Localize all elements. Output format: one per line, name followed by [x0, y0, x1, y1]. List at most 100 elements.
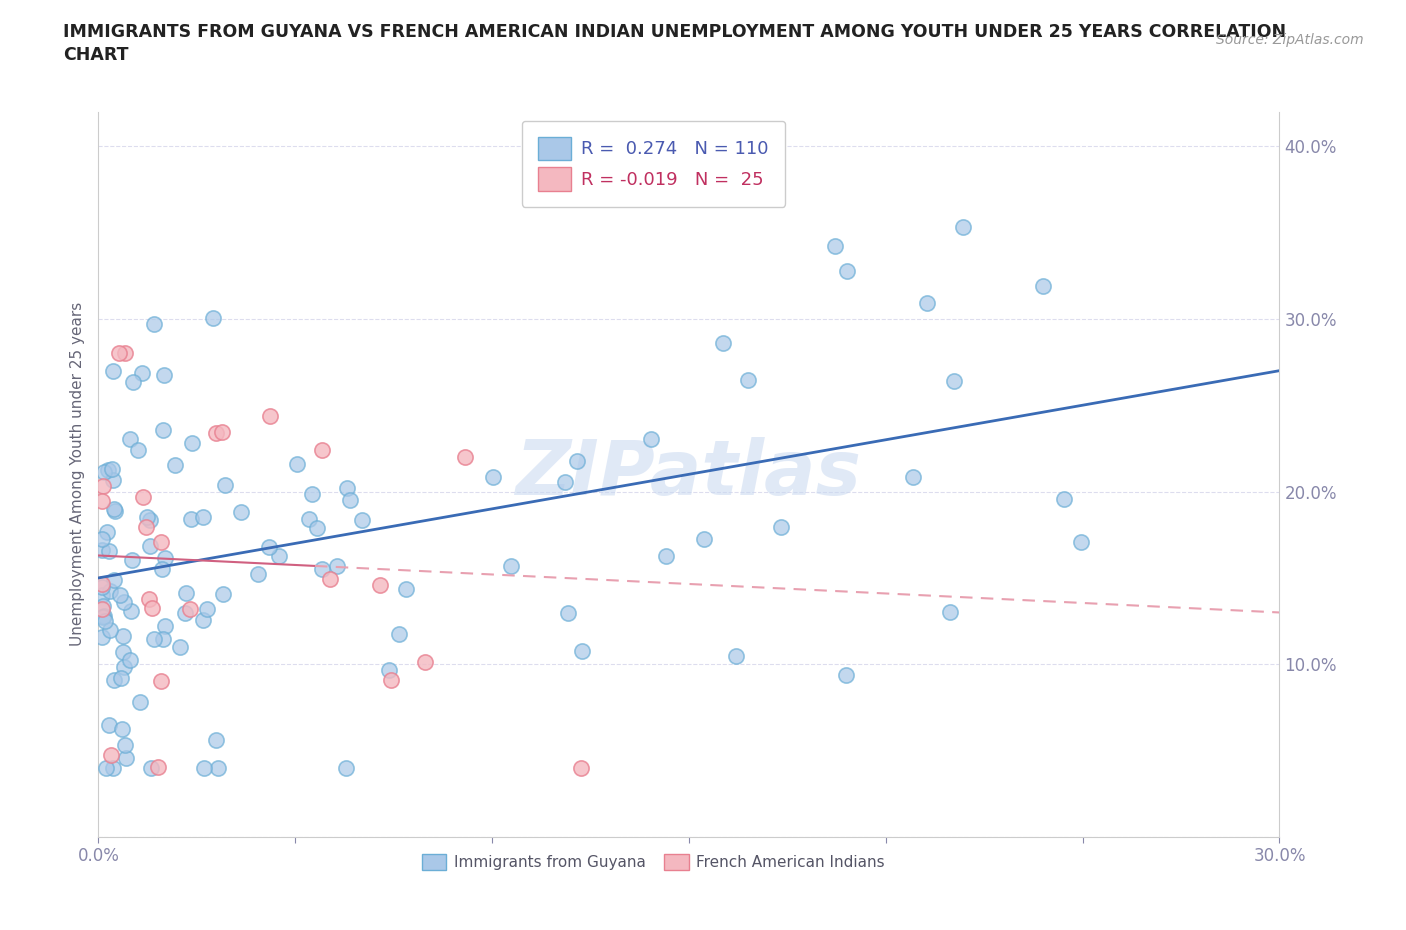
Point: [453, 449, 475, 464]
Point: [350, 513, 373, 528]
Point: [824, 238, 846, 253]
Point: [1032, 278, 1054, 293]
Point: [118, 432, 141, 446]
Point: [301, 486, 323, 501]
Point: [138, 538, 160, 553]
Point: [103, 573, 125, 588]
Point: [557, 605, 579, 620]
Point: [121, 552, 143, 567]
Point: [131, 365, 153, 380]
Point: [150, 561, 173, 576]
Point: [724, 648, 747, 663]
Point: [207, 761, 229, 776]
Point: [149, 673, 172, 688]
Point: [118, 653, 141, 668]
Text: IMMIGRANTS FROM GUYANA VS FRENCH AMERICAN INDIAN UNEMPLOYMENT AMONG YOUTH UNDER : IMMIGRANTS FROM GUYANA VS FRENCH AMERICA…: [63, 23, 1286, 41]
Point: [132, 489, 155, 504]
Point: [693, 531, 716, 546]
Point: [202, 311, 225, 325]
Point: [103, 672, 125, 687]
Point: [104, 503, 127, 518]
Point: [94, 614, 117, 629]
Point: [138, 591, 160, 606]
Point: [174, 586, 197, 601]
Point: [114, 346, 136, 361]
Point: [100, 748, 122, 763]
Point: [711, 336, 734, 351]
Point: [98, 718, 121, 733]
Point: [654, 549, 676, 564]
Point: [141, 601, 163, 616]
Point: [952, 219, 974, 234]
Point: [165, 458, 187, 472]
Point: [128, 695, 150, 710]
Text: ZIPatlas: ZIPatlas: [516, 437, 862, 512]
Point: [135, 510, 157, 525]
Point: [193, 613, 215, 628]
Point: [179, 602, 201, 617]
Point: [93, 464, 115, 479]
Point: [197, 602, 219, 617]
Point: [91, 543, 114, 558]
Point: [143, 631, 166, 646]
Point: [142, 316, 165, 331]
Point: [205, 425, 228, 440]
Point: [91, 577, 114, 591]
Point: [180, 435, 202, 450]
Point: [943, 374, 966, 389]
Point: [174, 606, 197, 621]
Point: [191, 510, 214, 525]
Point: [307, 520, 329, 535]
Point: [122, 375, 145, 390]
Point: [91, 493, 114, 508]
Point: [212, 586, 235, 601]
Point: [152, 632, 174, 647]
Point: [214, 478, 236, 493]
Point: [101, 364, 124, 379]
Point: [311, 443, 333, 458]
Point: [229, 505, 252, 520]
Point: [112, 594, 135, 609]
Point: [180, 512, 202, 526]
Point: [100, 623, 122, 638]
Point: [482, 470, 505, 485]
Point: [111, 722, 134, 737]
Point: [108, 588, 131, 603]
Point: [91, 599, 114, 614]
Point: [110, 671, 132, 685]
Point: [111, 644, 134, 659]
Point: [1070, 535, 1092, 550]
Point: [152, 422, 174, 437]
Point: [413, 655, 436, 670]
Point: [108, 346, 131, 361]
Point: [770, 519, 793, 534]
Point: [571, 644, 593, 658]
Point: [311, 562, 333, 577]
Point: [103, 501, 125, 516]
Point: [569, 761, 592, 776]
Point: [153, 551, 176, 565]
Point: [150, 535, 173, 550]
Point: [91, 588, 114, 603]
Point: [91, 602, 114, 617]
Point: [298, 512, 321, 526]
Point: [336, 480, 359, 495]
Point: [100, 583, 122, 598]
Point: [152, 367, 174, 382]
Point: [1053, 492, 1076, 507]
Point: [257, 540, 280, 555]
Point: [915, 295, 938, 310]
Point: [259, 408, 281, 423]
Point: [737, 373, 759, 388]
Legend: Immigrants from Guyana, French American Indians: Immigrants from Guyana, French American …: [416, 847, 891, 876]
Point: [380, 672, 402, 687]
Point: [554, 474, 576, 489]
Point: [91, 478, 114, 493]
Point: [938, 604, 960, 619]
Point: [115, 751, 138, 765]
Point: [285, 457, 308, 472]
Point: [139, 761, 162, 776]
Point: [91, 531, 114, 546]
Point: [101, 472, 124, 487]
Point: [837, 263, 859, 278]
